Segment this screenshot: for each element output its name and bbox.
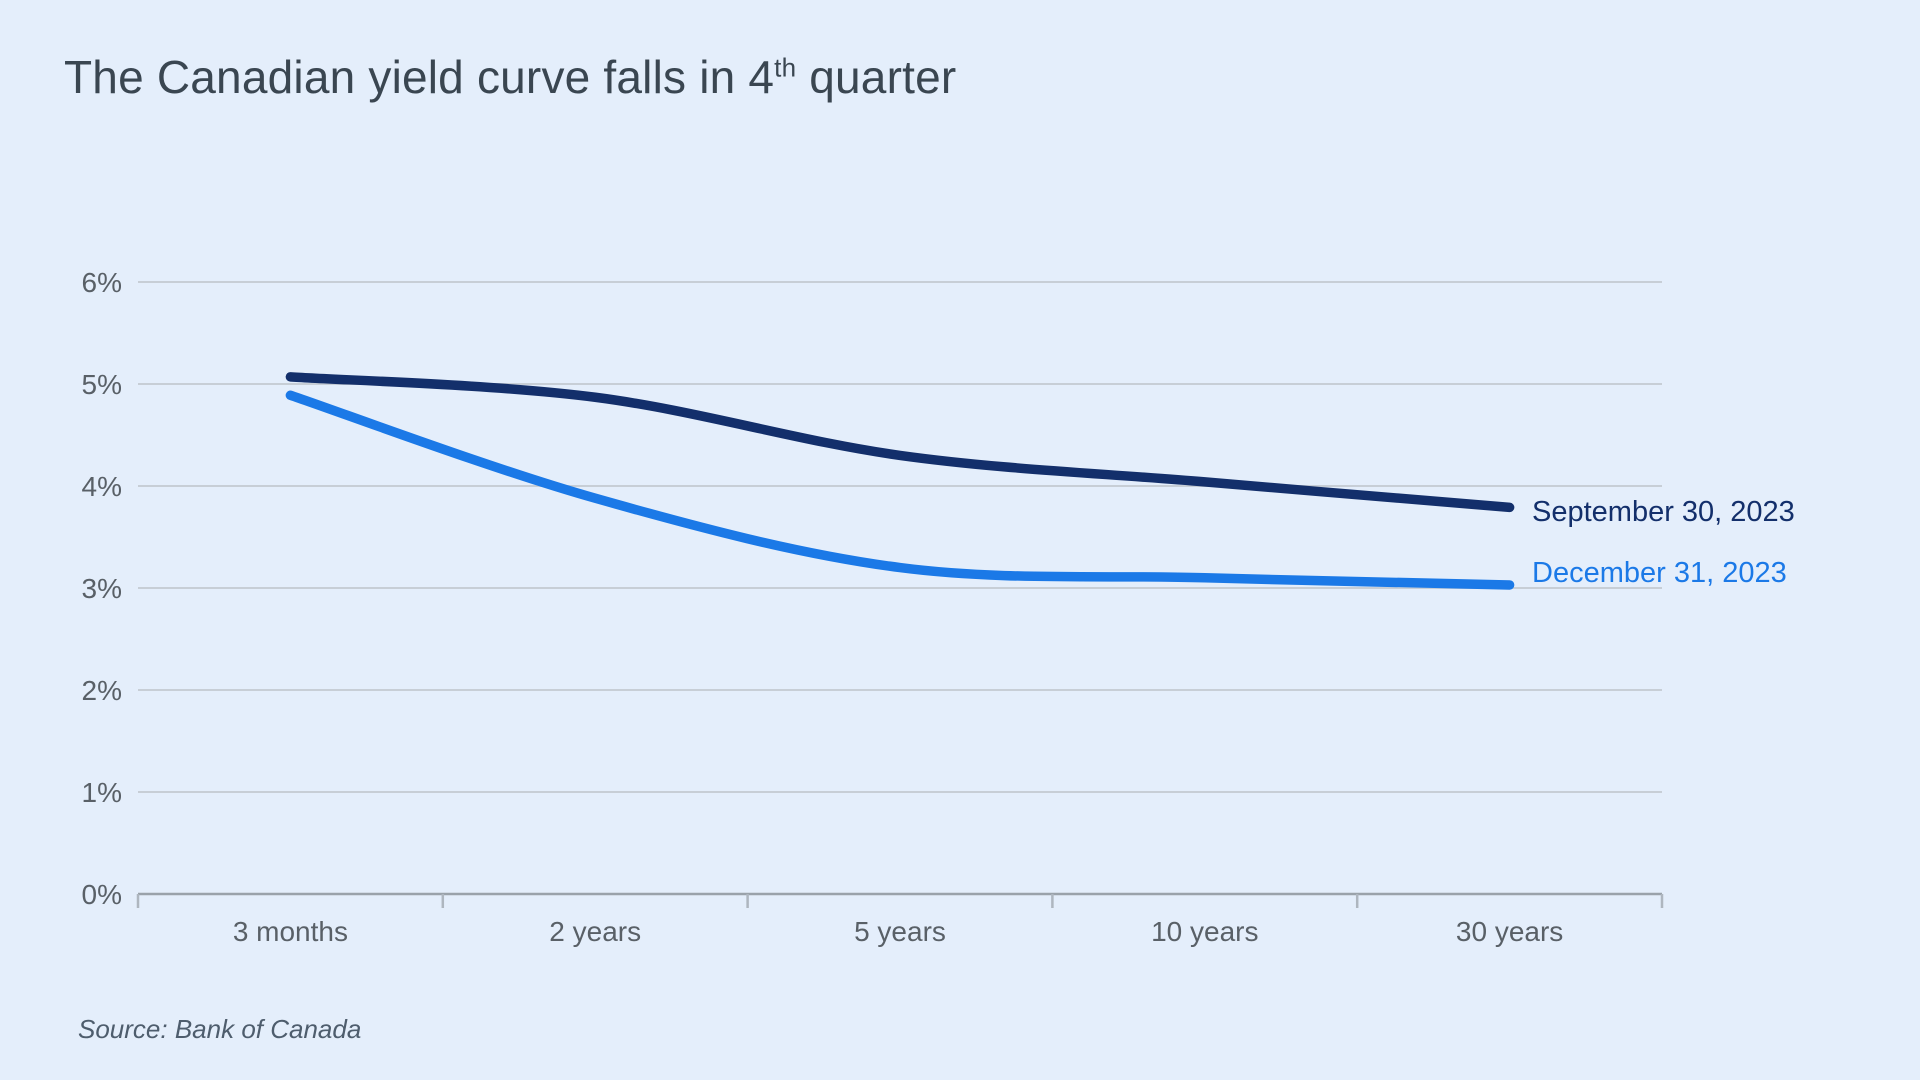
- chart-title-text: The Canadian yield curve falls in 4: [64, 51, 775, 103]
- x-axis-label-2-years: 2 years: [549, 916, 641, 947]
- y-axis-label-2%: 2%: [82, 675, 122, 706]
- y-axis-label-6%: 6%: [82, 267, 122, 298]
- chart-title: The Canadian yield curve falls in 4th qu…: [64, 50, 956, 104]
- chart-title-suffix: quarter: [796, 51, 957, 103]
- x-axis-label-5-years: 5 years: [854, 916, 946, 947]
- y-axis-label-4%: 4%: [82, 471, 122, 502]
- series-line-december: [285, 390, 1515, 590]
- chart-title-superscript: th: [774, 52, 797, 83]
- y-axis-label-1%: 1%: [82, 777, 122, 808]
- x-axis-label-3-months: 3 months: [233, 916, 348, 947]
- x-axis-label-10-years: 10 years: [1151, 916, 1258, 947]
- series-line-september: [285, 372, 1515, 513]
- series-label-december-31-2023: December 31, 2023: [1532, 556, 1787, 589]
- y-axis-label-3%: 3%: [82, 573, 122, 604]
- y-axis-label-0%: 0%: [82, 879, 122, 910]
- series-label-september-30-2023: September 30, 2023: [1532, 496, 1795, 529]
- source-attribution: Source: Bank of Canada: [78, 1014, 361, 1045]
- x-axis-label-30-years: 30 years: [1456, 916, 1563, 947]
- y-axis-label-5%: 5%: [82, 369, 122, 400]
- source-text: Source: Bank of Canada: [78, 1014, 362, 1044]
